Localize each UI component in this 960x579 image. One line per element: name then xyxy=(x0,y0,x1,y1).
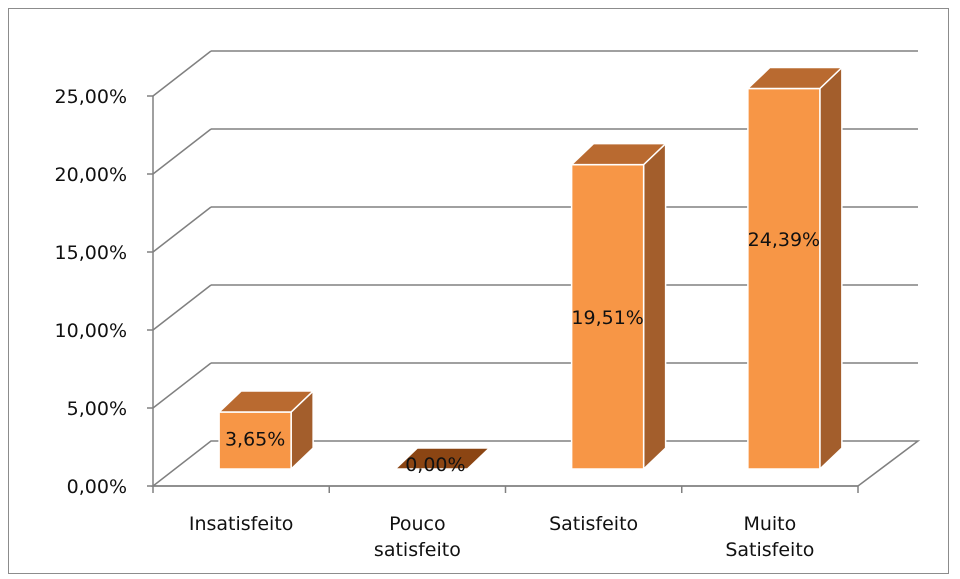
bar-top-3 xyxy=(746,66,844,90)
bar-0 xyxy=(218,411,292,470)
x-category-label-3-1: Satisfeito xyxy=(725,539,814,561)
y-tick-label-1: 5,00% xyxy=(67,398,127,420)
x-category-label-3-0: Muito xyxy=(743,513,796,535)
y-tick-label-0: 0,00% xyxy=(67,476,127,498)
gridline-diagonal-4 xyxy=(152,128,212,175)
gridline-diagonal-5 xyxy=(152,50,212,97)
data-label-1: 0,00% xyxy=(405,454,465,476)
x-category-label-1-0: Pouco xyxy=(389,513,446,535)
gridline-diagonal-3 xyxy=(152,206,212,253)
bar-top-0 xyxy=(217,390,315,413)
bar-3 xyxy=(747,87,821,470)
bar-side-2 xyxy=(642,141,667,471)
x-category-label-0-0: Insatisfeito xyxy=(189,513,294,535)
x-category-label-2-0: Satisfeito xyxy=(549,513,638,535)
y-tick-label-4: 20,00% xyxy=(55,164,127,186)
y-tick-label-2: 10,00% xyxy=(55,320,127,342)
bar-top-2 xyxy=(569,142,668,166)
gridline-diagonal-1 xyxy=(152,362,212,409)
data-label-0: 3,65% xyxy=(225,429,285,451)
x-category-label-1-1: satisfeito xyxy=(374,539,461,561)
y-tick-label-3: 15,00% xyxy=(55,242,127,264)
gridline-diagonal-2 xyxy=(152,284,212,331)
data-label-2: 19,51% xyxy=(571,307,643,329)
data-label-3: 24,39% xyxy=(748,229,820,251)
bar-side-3 xyxy=(819,65,843,471)
bar-2 xyxy=(570,163,645,470)
bar-top-1 xyxy=(393,447,492,470)
y-tick-label-5: 25,00% xyxy=(55,86,127,108)
